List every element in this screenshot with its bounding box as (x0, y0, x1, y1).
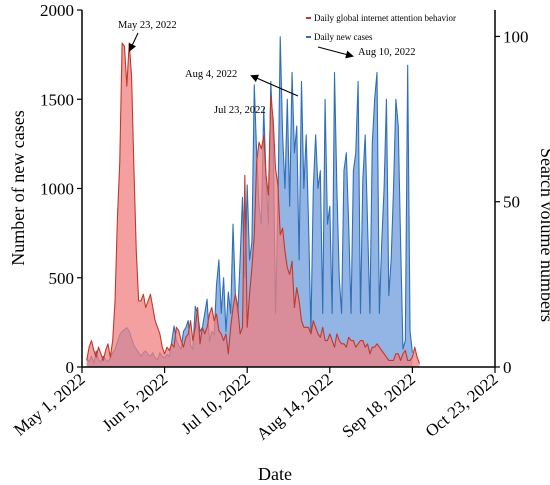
y-axis-left-title: Number of new cases (8, 110, 28, 265)
annotation-arrow (128, 32, 139, 52)
y-left-tick-label: 1500 (40, 90, 74, 109)
x-tick-label: May 1, 2022 (10, 370, 88, 440)
x-axis-title: Date (258, 464, 292, 484)
y-right-tick-label: 100 (503, 27, 529, 46)
x-tick-label: Oct 23, 2022 (422, 370, 502, 441)
x-tick-label: Jul 10, 2022 (178, 370, 254, 438)
legend: Daily global internet attention behavior… (306, 13, 456, 42)
annotation-arrow (317, 46, 354, 59)
annotation-label: May 23, 2022 (118, 20, 177, 31)
legend-label-internet-attention: Daily global internet attention behavior (314, 13, 456, 23)
y-right-tick-label: 0 (503, 358, 512, 377)
x-tick-label: Aug 14, 2022 (253, 370, 336, 444)
annotation-label: Jul 23, 2022 (214, 105, 266, 116)
x-tick-label: Sep 18, 2022 (338, 370, 419, 442)
x-tick-label: Jun 5, 2022 (99, 370, 172, 435)
legend-label-daily-new-cases: Daily new cases (314, 32, 373, 42)
y-right-tick-label: 50 (503, 193, 520, 212)
annotation-layer: May 23, 2022 Aug 4, 2022 Jul 23, 2022 Aug 1… (118, 20, 415, 116)
y-axis-right-title: Search volume numbers (537, 148, 550, 322)
annotation-arrow (250, 74, 299, 97)
y-left-tick-label: 0 (66, 358, 75, 377)
internet-attention-area (86, 43, 420, 368)
internet-attention-line (86, 42, 420, 364)
y-left-tick-label: 1000 (40, 180, 74, 199)
annotation-label: Aug 10, 2022 (358, 47, 415, 58)
y-left-tick-label: 2000 (40, 1, 74, 20)
annotation-label: Aug 4, 2022 (185, 69, 237, 80)
plot-layer (86, 36, 420, 368)
y-left-tick-label: 500 (49, 269, 75, 288)
